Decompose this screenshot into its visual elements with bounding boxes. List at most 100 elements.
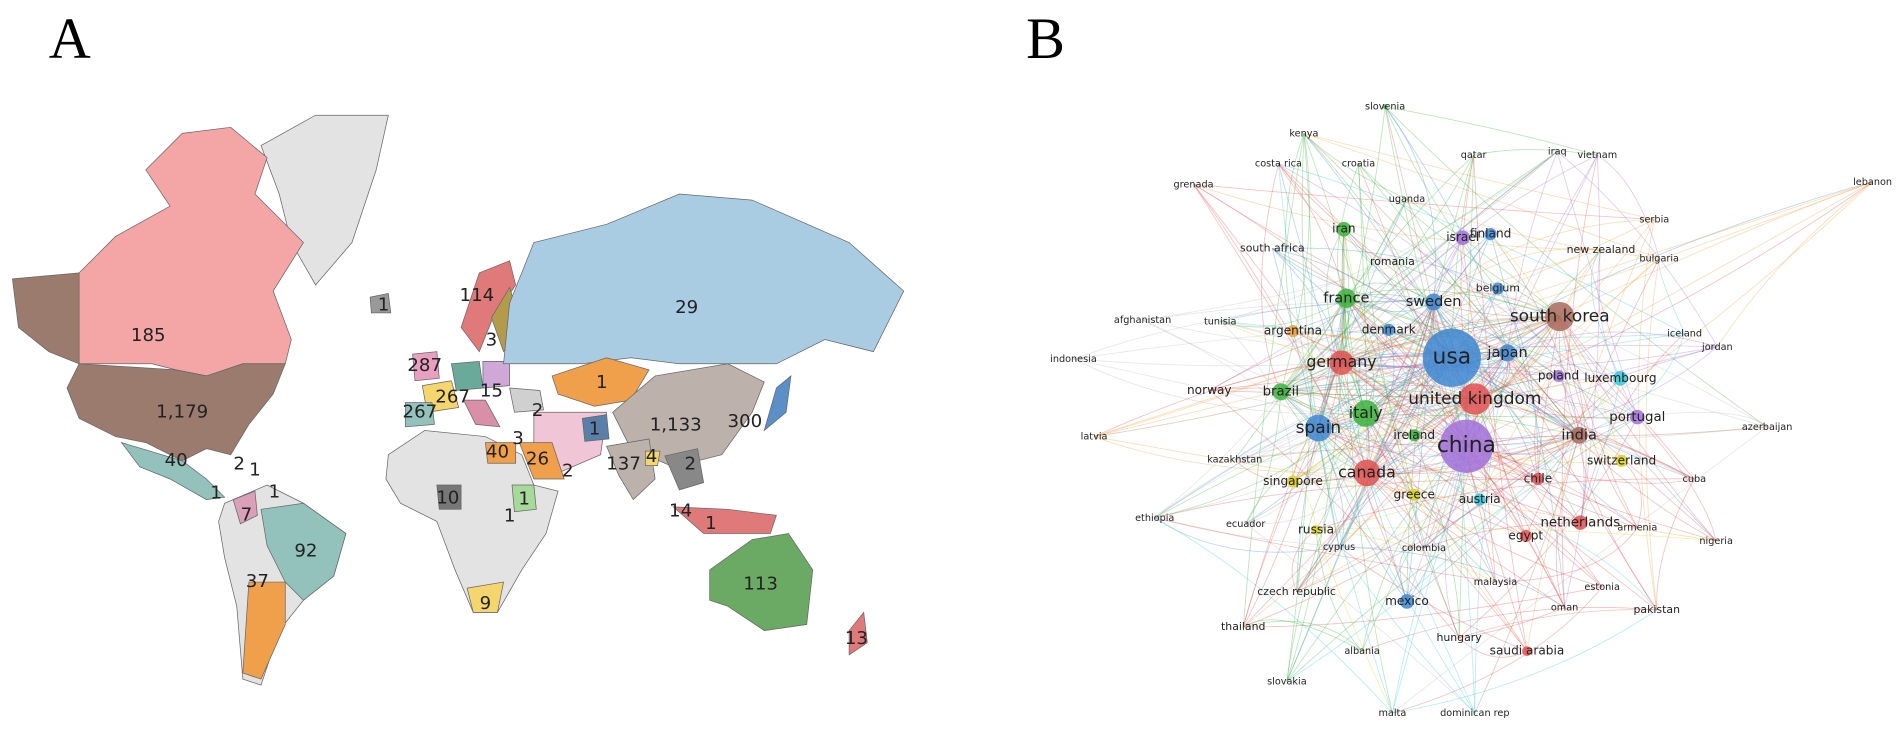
edge — [1473, 149, 1598, 156]
edge — [1154, 413, 1366, 519]
country-count: 15 — [480, 381, 503, 402]
edge — [1291, 529, 1317, 592]
edge — [1245, 391, 1282, 525]
edge — [1392, 609, 1657, 714]
country-count: 1 — [596, 372, 608, 393]
edge — [1093, 316, 1560, 437]
edge — [1292, 330, 1475, 400]
edge — [1142, 233, 1491, 321]
edge — [1433, 219, 1655, 303]
edge — [1361, 446, 1467, 652]
alaska — [12, 272, 80, 365]
node-label: lebanon — [1853, 177, 1892, 188]
edge — [1559, 316, 1695, 480]
southeast-asia — [664, 448, 705, 491]
edge — [1341, 362, 1658, 611]
node-label: singapore — [1263, 474, 1323, 488]
node — [1408, 488, 1421, 501]
edge — [1209, 316, 1560, 391]
edge — [1406, 198, 1660, 259]
edge — [1292, 316, 1560, 482]
edge — [1341, 229, 1367, 414]
edge — [1414, 434, 1580, 496]
edge — [1433, 301, 1621, 379]
node-label: south africa — [1240, 242, 1305, 255]
node-label: pakistan — [1633, 603, 1680, 616]
edge — [1423, 522, 1581, 549]
edge — [1280, 391, 1415, 496]
node-label: sweden — [1406, 293, 1462, 310]
edge — [1278, 163, 1638, 418]
node-label: egypt — [1508, 528, 1543, 542]
new-zealand — [848, 611, 868, 656]
node-label: qatar — [1461, 150, 1487, 161]
edge — [1406, 198, 1559, 377]
edge — [1559, 316, 1638, 418]
balkans — [509, 387, 544, 413]
node-label: oman — [1551, 603, 1578, 614]
edge — [1365, 413, 1638, 528]
node-label: france — [1323, 289, 1369, 306]
edge — [1365, 413, 1638, 418]
edge — [1318, 198, 1408, 429]
edge — [1507, 345, 1621, 379]
edge — [1296, 427, 1319, 592]
australia — [709, 533, 814, 631]
node-label: italy — [1349, 403, 1383, 422]
edge — [1388, 329, 1580, 436]
node — [1352, 400, 1380, 427]
edge — [1537, 316, 1561, 480]
edge — [1272, 247, 1499, 289]
edge — [1384, 106, 1436, 302]
edge — [1286, 133, 1313, 682]
node-label: luxembourg — [1584, 371, 1656, 385]
edge — [1154, 478, 1538, 519]
argentina — [242, 581, 286, 680]
edge — [1658, 258, 1686, 334]
edge — [1243, 586, 1603, 628]
node-label: malaysia — [1474, 577, 1517, 588]
edge — [1358, 163, 1368, 473]
japan — [763, 375, 792, 432]
edge — [1280, 151, 1558, 392]
edge — [1385, 106, 1598, 156]
edge — [1423, 249, 1602, 549]
country-count: 1,179 — [156, 401, 208, 422]
node-label: israel — [1446, 230, 1479, 244]
edge — [1318, 427, 1580, 448]
edge — [1280, 155, 1475, 392]
edge — [1345, 298, 1467, 447]
edge — [1474, 398, 1496, 583]
edge — [1558, 375, 1585, 523]
edge — [1073, 316, 1560, 360]
node-label: india — [1561, 426, 1596, 443]
node-label: united kingdom — [1408, 389, 1541, 409]
node-label: colombia — [1402, 543, 1446, 554]
node-label: netherlands — [1540, 516, 1620, 531]
node — [1570, 426, 1588, 444]
edge — [1346, 297, 1638, 418]
edge — [1479, 257, 1660, 500]
edge — [1303, 133, 1580, 436]
edge — [1346, 297, 1581, 523]
edge — [1366, 352, 1508, 474]
edge — [1280, 381, 1476, 400]
panel-label: B — [1026, 6, 1065, 71]
edge — [1234, 298, 1347, 460]
node — [1630, 409, 1645, 425]
node-label: ethiopia — [1135, 513, 1174, 524]
edge — [1315, 527, 1717, 542]
node-label: serbia — [1639, 214, 1669, 225]
edge — [1280, 316, 1560, 393]
edge — [1142, 319, 1368, 474]
edge — [1458, 416, 1638, 639]
edge — [1656, 478, 1695, 610]
edge — [1242, 298, 1347, 628]
edge — [1579, 434, 1695, 480]
edge — [1272, 248, 1581, 523]
edge — [1559, 316, 1587, 523]
edge — [1384, 106, 1768, 428]
country-count: 1 — [705, 513, 717, 534]
edge — [1341, 362, 1538, 480]
